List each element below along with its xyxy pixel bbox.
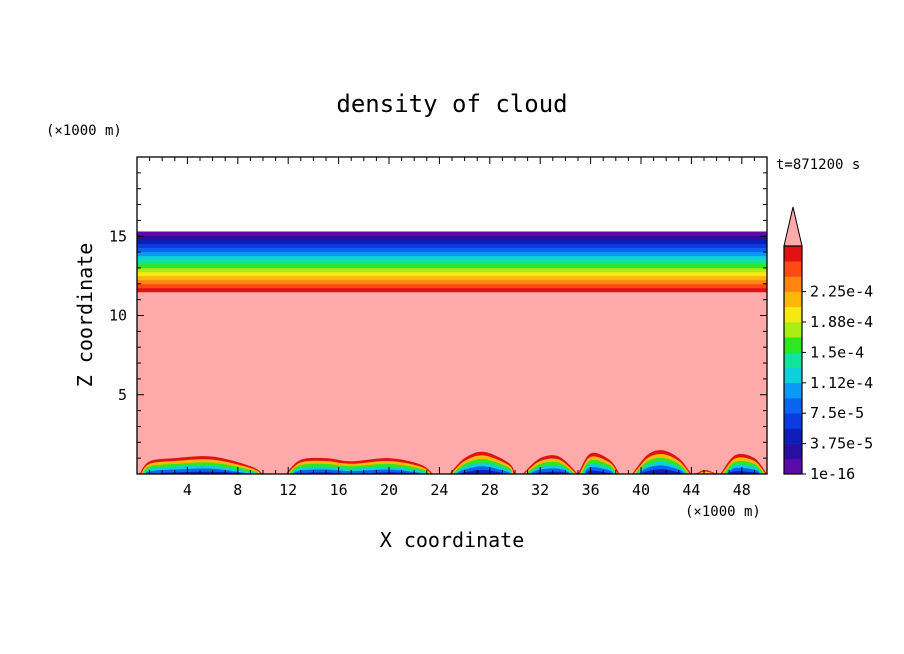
colorbar: 1e-16 3.75e-5 7.5e-5 1.12e-4 1.5e-4 1.88e-4 2.… xyxy=(783,206,873,483)
colorbar-cell xyxy=(784,352,802,368)
colorbar-label: 1.12e-4 xyxy=(810,374,873,392)
cloud-layer-band xyxy=(137,235,767,241)
x-tick-label: 32 xyxy=(531,481,549,499)
colorbar-cell xyxy=(784,428,802,444)
colorbar-cell xyxy=(784,246,802,262)
surface-cloud-contour xyxy=(639,469,684,474)
colorbar-cell xyxy=(784,322,802,338)
colorbar-cell xyxy=(784,458,802,475)
x-tick-label: 24 xyxy=(430,481,448,499)
colorbar-cell xyxy=(784,398,802,414)
surface-cloud-contour xyxy=(727,471,760,474)
y-tick-label: 10 xyxy=(109,307,127,325)
cloud-layer-band xyxy=(137,259,767,265)
cloud-layer-band xyxy=(137,287,767,293)
x-axis-label: X coordinate xyxy=(380,528,525,552)
saturated-region xyxy=(137,291,767,474)
time-label: t=871200 s xyxy=(776,157,860,173)
colorbar-label: 3.75e-5 xyxy=(810,435,873,453)
y-tick-label: 5 xyxy=(118,386,127,404)
cloud-layer-band xyxy=(137,231,767,237)
cloud-layer-band xyxy=(137,279,767,285)
chart-title: density of cloud xyxy=(336,90,567,118)
colorbar-label: 1.88e-4 xyxy=(810,313,873,331)
colorbar-cell xyxy=(784,443,802,460)
colorbar-cell xyxy=(784,261,802,277)
cloud-layer-band xyxy=(137,247,767,253)
cloud-layer-band xyxy=(137,255,767,261)
x-tick-label: 44 xyxy=(682,481,700,499)
cloud-layer-band xyxy=(137,267,767,273)
colorbar-cell xyxy=(784,337,802,353)
x-tick-label: 20 xyxy=(380,481,398,499)
colorbar-cell xyxy=(784,413,802,429)
surface-cloud-contour xyxy=(585,470,613,474)
colorbar-cell xyxy=(784,306,802,323)
cloud-layer-band xyxy=(137,243,767,249)
colorbar-cell xyxy=(784,382,802,399)
colorbar-label: 7.5e-5 xyxy=(810,404,864,422)
cloud-layer-band xyxy=(137,271,767,277)
y-axis-unit: (×1000 m) xyxy=(46,123,122,139)
colorbar-border xyxy=(783,245,803,475)
cloud-layer-band xyxy=(137,263,767,269)
y-tick-label: 15 xyxy=(109,227,127,245)
x-tick-label: 40 xyxy=(632,481,650,499)
colorbar-cell xyxy=(784,367,802,384)
surface-cloud-contour xyxy=(457,469,509,475)
cloud-layer-band xyxy=(137,283,767,289)
colorbar-cell xyxy=(784,276,802,292)
colorbar-overflow-triangle xyxy=(783,206,803,247)
x-tick-label: 4 xyxy=(183,481,192,499)
colorbar-cell xyxy=(784,291,802,308)
cloud-layer-band xyxy=(137,251,767,257)
x-tick-label: 36 xyxy=(582,481,600,499)
x-tick-label: 28 xyxy=(481,481,499,499)
x-tick-label: 16 xyxy=(330,481,348,499)
colorbar-label: 2.25e-4 xyxy=(810,283,873,301)
y-axis-label: Z coordinate xyxy=(73,243,97,388)
colorbar-label: 1e-16 xyxy=(810,465,855,483)
x-tick-label: 8 xyxy=(233,481,242,499)
cloud-layer-band xyxy=(137,239,767,245)
cloud-layer-band xyxy=(137,275,767,281)
x-axis-unit: (×1000 m) xyxy=(685,504,761,520)
colorbar-label: 1.5e-4 xyxy=(810,343,864,361)
x-tick-label: 48 xyxy=(733,481,751,499)
plot-fills xyxy=(137,231,767,475)
x-tick-label: 12 xyxy=(279,481,297,499)
